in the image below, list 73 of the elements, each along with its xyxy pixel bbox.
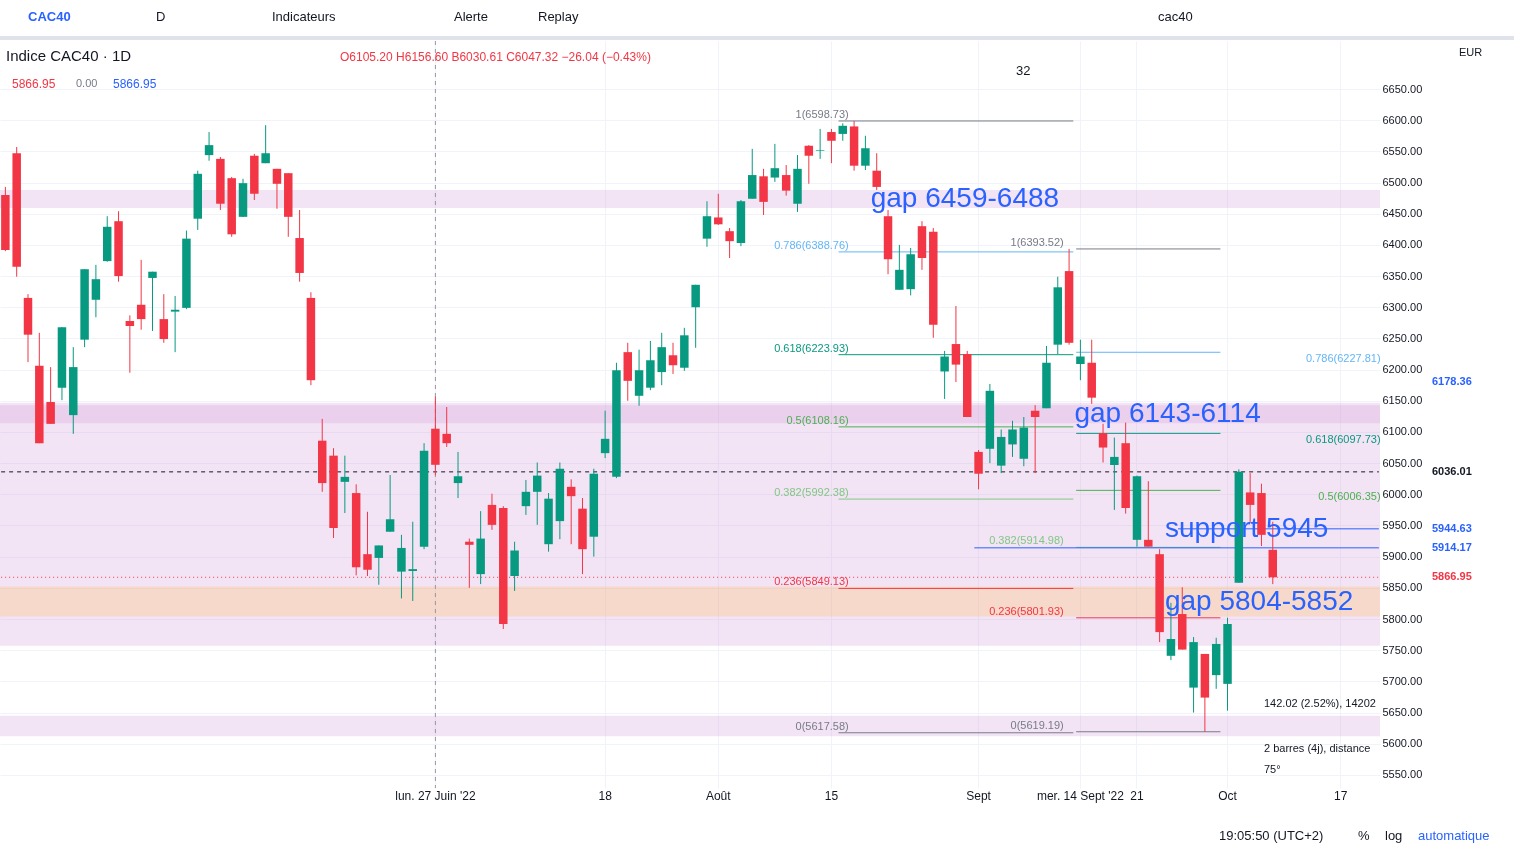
ref-line-label: 1(6393.52)	[1010, 235, 1064, 248]
ref-line-label: 0.236(5849.13)	[774, 575, 849, 588]
text: automatique	[1418, 828, 1490, 843]
y-tick-label: 6200.00	[1382, 363, 1423, 376]
text: %	[1358, 828, 1370, 843]
y-tick-label: 6600.00	[1382, 113, 1423, 126]
text: EUR	[1459, 46, 1483, 58]
y-tick-label: 6400.00	[1382, 238, 1423, 251]
ref-line-label: 0(5617.58)	[795, 719, 849, 732]
ref-line-label: 0(5619.19)	[1010, 718, 1064, 731]
ref-line-label: 5944.63	[1432, 521, 1472, 534]
ref-line-label: 0.618(6223.93)	[774, 341, 849, 354]
x-tick-label: 21	[1130, 788, 1144, 803]
y-tick-label: 5900.00	[1382, 550, 1423, 563]
y-tick-label: 6450.00	[1382, 207, 1423, 220]
annotation: 2 barres (4j), distance	[1264, 742, 1371, 754]
annotation: 0.00	[76, 77, 98, 89]
y-tick-label: 5550.00	[1382, 768, 1423, 781]
text: D	[156, 9, 166, 24]
annotation: O6105.20 H6156.60 B6030.61 C6047.32 −26.04 (−0.43%)	[340, 50, 651, 64]
x-tick-label: Oct	[1218, 788, 1238, 803]
ref-line-label: 0.5(6108.16)	[786, 413, 849, 426]
x-tick-label: lun. 27 Juin '22	[395, 788, 476, 803]
y-tick-label: 6150.00	[1382, 394, 1423, 407]
text: cac40	[1158, 9, 1193, 24]
y-tick-label: 5750.00	[1382, 643, 1423, 656]
y-tick-label: 5650.00	[1382, 706, 1423, 719]
x-tick-label: 18	[598, 788, 613, 803]
x-tick-label: 17	[1334, 788, 1348, 803]
x-tick-label: mer. 14 Sept '22	[1036, 788, 1125, 803]
y-tick-label: 5800.00	[1382, 612, 1423, 625]
annotation: 75°	[1264, 763, 1281, 775]
text: Replay	[538, 9, 579, 24]
y-tick-label: 6500.00	[1382, 176, 1423, 189]
annotation: 5866.95	[12, 77, 56, 91]
text: Indicateurs	[272, 9, 336, 24]
y-tick-label: 6050.00	[1382, 456, 1423, 469]
ref-line-label: 0.618(6097.73)	[1306, 433, 1381, 446]
ref-line-label: 0.382(5914.98)	[989, 534, 1064, 547]
ref-line-label: 0.786(6227.81)	[1306, 352, 1381, 365]
band-label: gap 6143-6114	[1074, 397, 1261, 429]
x-tick-label: 15	[824, 788, 839, 803]
y-tick-label: 6250.00	[1382, 331, 1423, 344]
text: CAC40	[28, 9, 71, 24]
band-label: gap 6459-6488	[870, 182, 1060, 214]
ref-line-label: 5914.17	[1432, 540, 1472, 553]
y-tick-label: 5950.00	[1382, 518, 1423, 531]
annotation: 142.02 (2.52%), 14202	[1264, 697, 1376, 709]
text: log	[1385, 828, 1403, 843]
y-tick-label: 6000.00	[1382, 487, 1423, 500]
text: Alerte	[454, 9, 488, 24]
annotation: 32	[1016, 63, 1031, 78]
y-tick-label: 6350.00	[1382, 269, 1423, 282]
y-tick-label: 6650.00	[1382, 82, 1423, 95]
y-tick-label: 6100.00	[1382, 425, 1423, 438]
ref-line-label: 1(6598.73)	[795, 107, 849, 120]
ref-line-label: 0.5(6006.35)	[1318, 490, 1381, 503]
ref-line-label: 0.786(6388.76)	[774, 238, 849, 251]
ref-line-label: 6036.01	[1432, 464, 1472, 477]
y-tick-label: 6550.00	[1382, 144, 1423, 157]
x-tick-label: Août	[705, 788, 732, 803]
ref-line-label: 0.382(5992.38)	[774, 486, 849, 499]
annotation: 5866.95	[113, 77, 157, 91]
y-tick-label: 6300.00	[1382, 300, 1423, 313]
ref-line-label: 0.236(5801.93)	[989, 604, 1064, 617]
x-tick-label: Sept	[966, 788, 992, 803]
y-tick-label: 5700.00	[1382, 674, 1423, 687]
text: 6178.36	[1432, 375, 1472, 387]
y-tick-label: 5600.00	[1382, 737, 1423, 750]
text: 19:05:50 (UTC+2)	[1219, 828, 1324, 843]
chart-title: Indice CAC40 · 1D	[6, 47, 132, 64]
ref-line-label: 5866.95	[1432, 570, 1472, 583]
y-tick-label: 5850.00	[1382, 581, 1423, 594]
